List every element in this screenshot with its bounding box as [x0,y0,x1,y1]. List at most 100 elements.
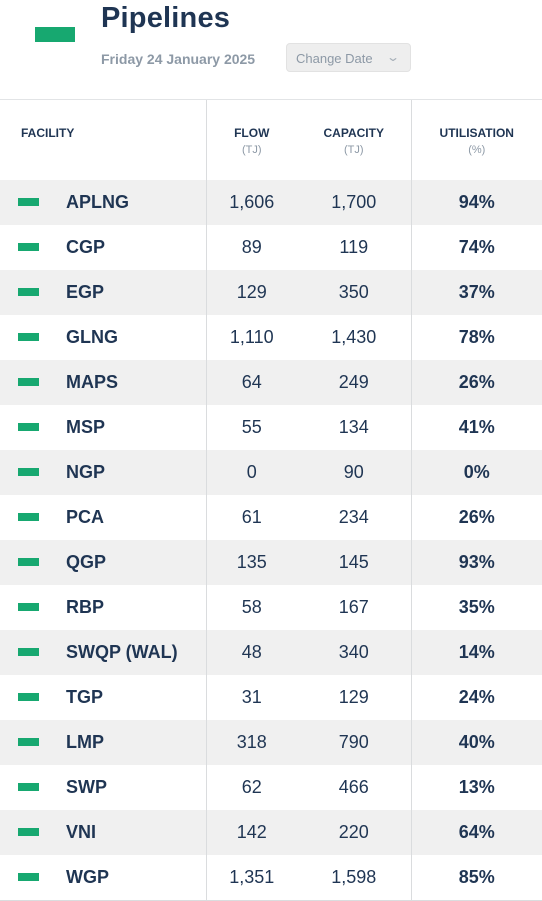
flow-cell: 64 [206,360,297,405]
column-header-facility[interactable]: FACILITY [0,100,206,180]
capacity-cell: 340 [297,630,411,675]
column-unit: (%) [412,144,542,156]
utilisation-cell: 35% [411,585,542,630]
pipeline-flag-icon [18,288,39,296]
pipeline-flag-icon [18,603,39,611]
facility-name[interactable]: LMP [66,732,104,753]
facility-name[interactable]: MSP [66,417,105,438]
change-date-label: Change Date [296,51,373,66]
pipeline-flag-icon [18,783,39,791]
utilisation-cell: 13% [411,765,542,810]
facility-name[interactable]: APLNG [66,192,129,213]
facility-name[interactable]: SWQP (WAL) [66,642,178,663]
utilisation-cell: 94% [411,180,542,225]
selected-date: Friday 24 January 2025 [101,51,255,67]
capacity-cell: 1,598 [297,855,411,901]
column-label: CAPACITY [297,126,411,140]
facility-name[interactable]: CGP [66,237,105,258]
facility-name[interactable]: TGP [66,687,103,708]
pipeline-flag-icon [18,423,39,431]
table-header-row: FACILITY FLOW (TJ) CAPACITY (TJ) UTILISA… [0,100,542,180]
capacity-cell: 1,700 [297,180,411,225]
utilisation-cell: 26% [411,495,542,540]
facility-cell: QGP [0,540,206,585]
flow-cell: 62 [206,765,297,810]
flow-cell: 1,351 [206,855,297,901]
capacity-cell: 249 [297,360,411,405]
flow-cell: 0 [206,450,297,495]
pipeline-flag-icon [18,693,39,701]
pipeline-flag-icon [18,828,39,836]
utilisation-cell: 0% [411,450,542,495]
facility-cell: GLNG [0,315,206,360]
facility-name[interactable]: QGP [66,552,106,573]
flow-cell: 61 [206,495,297,540]
facility-name[interactable]: MAPS [66,372,118,393]
capacity-cell: 129 [297,675,411,720]
change-date-button[interactable]: Change Date ⌄ [286,43,411,72]
facility-cell: WGP [0,855,206,901]
facility-name[interactable]: SWP [66,777,107,798]
column-header-flow[interactable]: FLOW (TJ) [206,100,297,180]
utilisation-cell: 37% [411,270,542,315]
flow-cell: 55 [206,405,297,450]
capacity-cell: 1,430 [297,315,411,360]
column-label: FACILITY [21,126,206,140]
facility-name[interactable]: VNI [66,822,96,843]
pipeline-flag-icon [18,513,39,521]
facility-name[interactable]: GLNG [66,327,118,348]
capacity-cell: 167 [297,585,411,630]
facility-name[interactable]: WGP [66,867,109,888]
capacity-cell: 145 [297,540,411,585]
facility-name[interactable]: EGP [66,282,104,303]
utilisation-cell: 78% [411,315,542,360]
pipeline-flag-icon [18,378,39,386]
utilisation-cell: 74% [411,225,542,270]
facility-name[interactable]: PCA [66,507,104,528]
chevron-down-icon: ⌄ [386,50,400,64]
capacity-cell: 119 [297,225,411,270]
page-title: Pipelines [101,2,230,35]
flow-cell: 129 [206,270,297,315]
facility-name[interactable]: NGP [66,462,105,483]
facility-cell: LMP [0,720,206,765]
utilisation-cell: 41% [411,405,542,450]
facility-name[interactable]: RBP [66,597,104,618]
capacity-cell: 220 [297,810,411,855]
column-header-utilisation[interactable]: UTILISATION (%) [411,100,542,180]
utilisation-cell: 24% [411,675,542,720]
utilisation-cell: 64% [411,810,542,855]
facility-cell: PCA [0,495,206,540]
facility-cell: RBP [0,585,206,630]
flow-cell: 89 [206,225,297,270]
capacity-cell: 466 [297,765,411,810]
pipeline-flag-icon [35,27,75,42]
column-unit: (TJ) [297,144,411,156]
facility-cell: MAPS [0,360,206,405]
facility-cell: SWQP (WAL) [0,630,206,675]
facility-cell: EGP [0,270,206,315]
facility-cell: APLNG [0,180,206,225]
flow-cell: 1,606 [206,180,297,225]
flow-cell: 135 [206,540,297,585]
flow-cell: 31 [206,675,297,720]
column-header-capacity[interactable]: CAPACITY (TJ) [297,100,411,180]
pipeline-flag-icon [18,243,39,251]
column-unit: (TJ) [207,144,298,156]
